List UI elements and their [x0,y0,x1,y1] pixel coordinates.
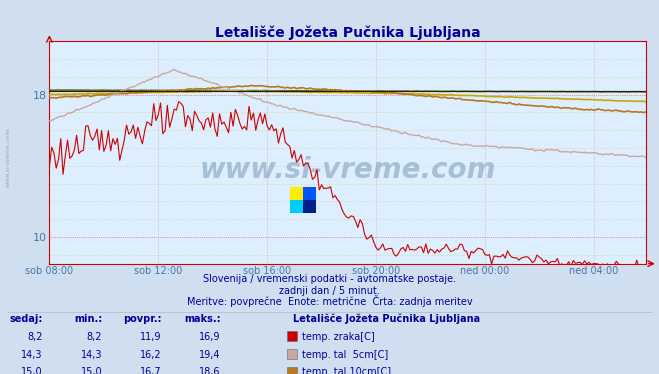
Text: 8,2: 8,2 [86,332,102,341]
Text: 18,6: 18,6 [199,368,221,374]
Text: www.si-vreme.com: www.si-vreme.com [200,156,496,184]
Text: 16,9: 16,9 [199,332,221,341]
Text: temp. zraka[C]: temp. zraka[C] [302,332,374,341]
Bar [290,187,303,200]
Text: zadnji dan / 5 minut.: zadnji dan / 5 minut. [279,286,380,295]
Text: Slovenija / vremenski podatki - avtomatske postaje.: Slovenija / vremenski podatki - avtomats… [203,275,456,284]
Text: min.:: min.: [74,314,102,324]
Text: 15,0: 15,0 [80,368,102,374]
Title: Letališče Jožeta Pučnika Ljubljana: Letališče Jožeta Pučnika Ljubljana [215,25,480,40]
Text: 11,9: 11,9 [140,332,161,341]
Bar [303,200,316,213]
Text: sedaj:: sedaj: [9,314,43,324]
Text: Letališče Jožeta Pučnika Ljubljana: Letališče Jožeta Pučnika Ljubljana [293,313,480,324]
Text: maks.:: maks.: [184,314,221,324]
Text: temp. tal  5cm[C]: temp. tal 5cm[C] [302,350,388,359]
Text: povpr.:: povpr.: [123,314,161,324]
Text: 16,7: 16,7 [140,368,161,374]
Text: 14,3: 14,3 [21,350,43,359]
Text: 8,2: 8,2 [27,332,43,341]
Text: www.si-vreme.com: www.si-vreme.com [5,127,11,187]
Bar [303,187,316,200]
Text: Meritve: povprečne  Enote: metrične  Črta: zadnja meritev: Meritve: povprečne Enote: metrične Črta:… [186,295,473,307]
Bar [290,200,303,213]
Text: temp. tal 10cm[C]: temp. tal 10cm[C] [302,368,391,374]
Text: 14,3: 14,3 [80,350,102,359]
Text: 16,2: 16,2 [140,350,161,359]
Text: 19,4: 19,4 [199,350,221,359]
Text: 15,0: 15,0 [21,368,43,374]
